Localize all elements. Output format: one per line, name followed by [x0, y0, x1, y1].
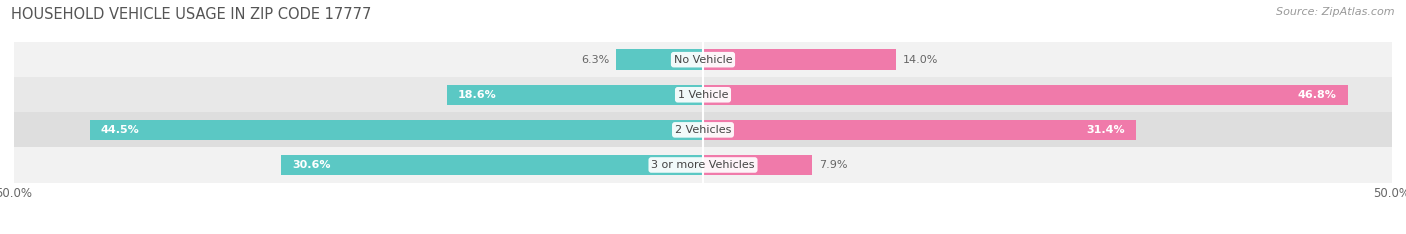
Bar: [703, 120, 1136, 140]
Text: 46.8%: 46.8%: [1298, 90, 1337, 100]
Text: 31.4%: 31.4%: [1085, 125, 1125, 135]
Text: 2 Vehicles: 2 Vehicles: [675, 125, 731, 135]
Bar: [703, 155, 811, 175]
Text: No Vehicle: No Vehicle: [673, 55, 733, 65]
Bar: [14, 147, 1392, 183]
Bar: [447, 84, 703, 105]
Text: 3 or more Vehicles: 3 or more Vehicles: [651, 160, 755, 170]
Bar: [703, 84, 1348, 105]
Text: HOUSEHOLD VEHICLE USAGE IN ZIP CODE 17777: HOUSEHOLD VEHICLE USAGE IN ZIP CODE 1777…: [11, 7, 371, 22]
Bar: [14, 42, 1392, 77]
Bar: [14, 112, 1392, 147]
Text: 18.6%: 18.6%: [458, 90, 496, 100]
Text: 6.3%: 6.3%: [581, 55, 609, 65]
Text: 30.6%: 30.6%: [292, 160, 330, 170]
Text: 7.9%: 7.9%: [818, 160, 848, 170]
Bar: [281, 155, 703, 175]
Text: 14.0%: 14.0%: [903, 55, 938, 65]
Bar: [703, 49, 896, 70]
Text: 44.5%: 44.5%: [101, 125, 139, 135]
Bar: [90, 120, 703, 140]
Bar: [616, 49, 703, 70]
Bar: [14, 77, 1392, 112]
Text: Source: ZipAtlas.com: Source: ZipAtlas.com: [1277, 7, 1395, 17]
Text: 1 Vehicle: 1 Vehicle: [678, 90, 728, 100]
